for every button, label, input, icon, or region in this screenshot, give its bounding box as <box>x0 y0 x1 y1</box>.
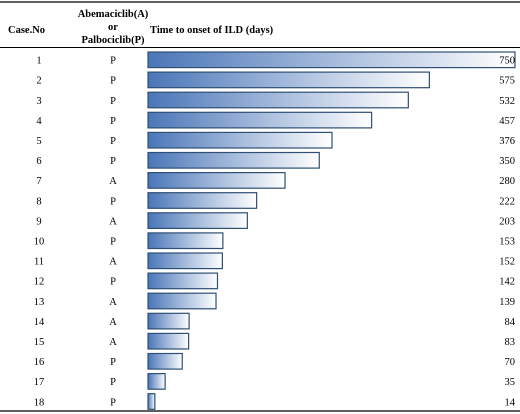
drug-code: P <box>110 156 116 167</box>
days-value-label: 457 <box>499 116 515 127</box>
case-number: 12 <box>34 277 45 288</box>
header-drug-line2: or <box>108 22 118 33</box>
onset-bar <box>147 131 333 149</box>
table-row: 5 P 376 <box>36 131 515 149</box>
case-number: 11 <box>34 257 44 268</box>
days-value-label: 532 <box>499 96 515 107</box>
table-row: 8 P 222 <box>36 192 515 209</box>
days-value-label: 70 <box>505 357 516 368</box>
drug-code: A <box>109 297 117 308</box>
days-value-label: 35 <box>505 377 516 388</box>
table-row: 18 P 14 <box>34 393 516 410</box>
days-value-label: 14 <box>505 397 516 408</box>
case-number: 7 <box>36 176 41 187</box>
case-number: 13 <box>34 297 45 308</box>
table-row: 4 P 457 <box>36 111 515 129</box>
table-row: 17 P 35 <box>34 373 516 390</box>
onset-bar <box>147 111 373 129</box>
case-number: 3 <box>36 96 41 107</box>
onset-bar <box>147 91 409 109</box>
table-row: 1 P 750 <box>36 51 516 69</box>
table-header: Case.No Abemaciclib(A) or Palbociclib(P)… <box>8 9 274 46</box>
table-row: 11 A 152 <box>34 252 515 270</box>
table-row: 16 P 70 <box>34 352 516 370</box>
drug-code: A <box>109 317 117 328</box>
drug-code: P <box>110 397 116 408</box>
onset-bar <box>147 252 223 270</box>
drug-code: P <box>110 236 116 247</box>
drug-code: P <box>110 56 116 67</box>
table-row: 7 A 280 <box>36 172 515 189</box>
days-value-label: 153 <box>499 236 515 247</box>
case-number: 14 <box>34 317 45 328</box>
drug-code: A <box>109 337 117 348</box>
header-drug-line1: Abemaciclib(A) <box>78 9 149 20</box>
case-number: 16 <box>34 357 45 368</box>
case-number: 2 <box>36 76 41 87</box>
table-row: 14 A 84 <box>34 312 516 330</box>
onset-bar <box>147 212 248 230</box>
table-row: 12 P 142 <box>34 272 515 290</box>
drug-code: P <box>110 357 116 368</box>
drug-code: P <box>110 136 116 147</box>
onset-bar <box>147 232 224 250</box>
days-value-label: 139 <box>499 297 515 308</box>
drug-code: P <box>110 116 116 127</box>
days-value-label: 84 <box>505 317 516 328</box>
case-number: 9 <box>36 216 41 227</box>
onset-bar <box>147 312 190 330</box>
days-value-label: 280 <box>499 176 515 187</box>
drug-code: A <box>109 216 117 227</box>
case-number: 10 <box>34 236 45 247</box>
onset-bar <box>147 172 286 189</box>
drug-code: P <box>110 76 116 87</box>
drug-code: P <box>110 277 116 288</box>
days-value-label: 83 <box>505 337 516 348</box>
case-number: 6 <box>36 156 41 167</box>
days-value-label: 750 <box>499 56 515 67</box>
days-value-label: 203 <box>499 216 515 227</box>
table-row: 15 A 83 <box>34 332 516 350</box>
table-row: 2 P 575 <box>36 71 515 89</box>
drug-code: P <box>110 196 116 207</box>
onset-bar <box>147 373 166 390</box>
drug-code: P <box>110 96 116 107</box>
days-value-label: 350 <box>499 156 515 167</box>
table-row: 3 P 532 <box>36 91 515 109</box>
drug-code: P <box>110 377 116 388</box>
onset-bar <box>147 51 516 69</box>
onset-bar <box>147 192 258 209</box>
case-number: 4 <box>36 116 42 127</box>
table-row: 9 A 203 <box>36 212 515 230</box>
onset-bar <box>147 393 156 410</box>
case-number: 17 <box>34 377 45 388</box>
table-row: 6 P 350 <box>36 151 515 169</box>
case-number: 1 <box>36 56 41 67</box>
table-row: 10 P 153 <box>34 232 515 250</box>
case-number: 5 <box>36 136 41 147</box>
days-value-label: 152 <box>499 257 515 268</box>
drug-code: A <box>109 257 117 268</box>
case-number: 8 <box>36 196 41 207</box>
table-body: 1 P 750 2 P 575 3 P 532 4 P 457 5 P 376 6 P 350 7 A 280 8 P 222… <box>34 51 516 410</box>
onset-bar <box>147 332 190 350</box>
days-value-label: 575 <box>499 76 515 87</box>
days-value-label: 142 <box>499 277 515 288</box>
header-case-no: Case.No <box>8 25 45 36</box>
days-value-label: 222 <box>499 196 515 207</box>
case-number: 18 <box>34 397 45 408</box>
case-number: 15 <box>34 337 45 348</box>
header-drug-line3: Palbociclib(P) <box>82 35 145 46</box>
onset-bar <box>147 292 217 310</box>
onset-bar <box>147 272 219 290</box>
drug-code: A <box>109 176 117 187</box>
days-value-label: 376 <box>499 136 515 147</box>
onset-bar <box>147 71 430 89</box>
onset-bar <box>147 352 183 370</box>
onset-bar <box>147 151 320 169</box>
header-time-to-onset: Time to onset of ILD (days) <box>150 25 274 36</box>
table-row: 13 A 139 <box>34 292 515 310</box>
